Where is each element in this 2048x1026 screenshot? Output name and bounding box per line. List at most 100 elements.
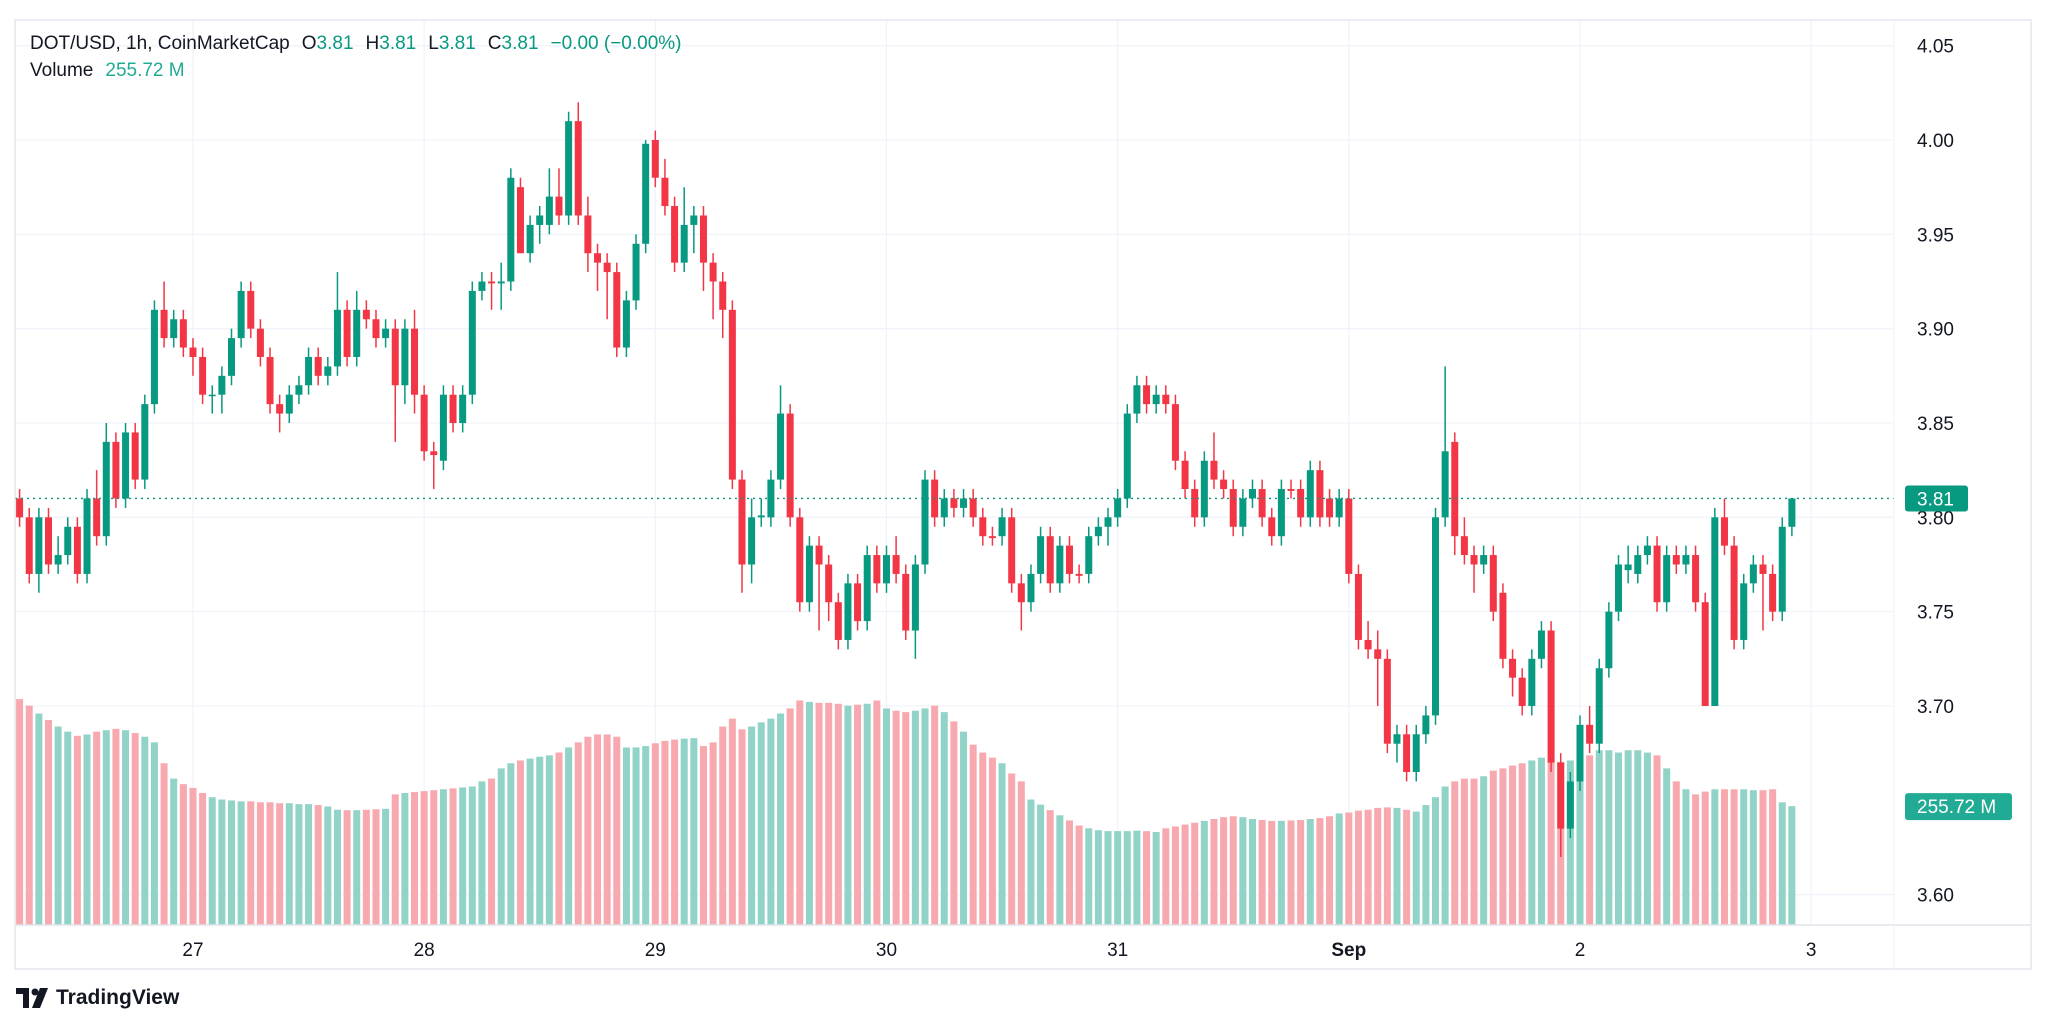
candle-body [671,206,679,263]
candle-body [228,338,236,376]
candle-body [825,564,833,603]
candle-body [1374,649,1382,659]
candle-body [1740,583,1748,640]
volume-bar [1509,765,1517,925]
price-tick-label: 3.90 [1917,320,1954,341]
volume-bar [1624,750,1632,925]
candle-body [1181,460,1189,490]
volume-bar [834,703,842,925]
volume-value: 255.72 M [105,60,185,81]
candle-body [757,515,765,518]
candle-body [343,309,351,357]
volume-bar [632,747,640,925]
candle-body [1191,489,1199,518]
volume-bar [1354,810,1362,925]
volume-bar [353,810,361,925]
candle-body [1316,470,1324,518]
volume-bar [565,747,573,925]
symbol-title[interactable]: DOT/USD, 1h, CoinMarketCap [30,33,290,54]
candle-body [613,272,621,348]
price-tick-label: 4.05 [1917,37,1954,58]
candle-body [1027,573,1035,603]
volume-bar [1345,812,1353,925]
volume-bar [1017,781,1025,925]
volume-bar [757,722,765,925]
candle-body [333,309,341,367]
volume-bar [1200,820,1208,925]
volume-bar [1258,819,1266,925]
candle-body [1528,658,1536,706]
price-tick-label: 3.95 [1917,225,1954,246]
candle-body [1566,781,1574,829]
candle-body [1171,404,1179,461]
candle-body [449,394,457,423]
candle-body [1509,658,1517,678]
volume-bar [979,752,987,925]
volume-bar [1229,816,1237,925]
candle-body [699,215,707,263]
tradingview-logo-icon [16,988,48,1008]
candle-body [1730,545,1738,640]
tradingview-logo[interactable]: TradingView [16,986,179,1010]
candle-body [1711,517,1719,706]
candle-body [141,404,149,480]
candle-body [969,498,977,518]
volume-bar [1422,805,1430,925]
candle-body [1143,385,1151,405]
candle-body [353,309,361,357]
candle-body [1701,602,1709,706]
candle-body [1383,658,1391,744]
volume-bar [555,752,563,925]
volume-bar [44,720,52,925]
candle-body [1075,573,1083,576]
price-axis[interactable]: 4.05 4.00 3.95 3.90 3.85 3.80 3.75 3.70 3.60 3.81… [1905,37,2012,907]
time-tick-label: 3 [1806,940,1817,961]
candle-body [777,413,785,480]
volume-bar [767,718,775,925]
candle-body [1586,724,1594,744]
candle-body [420,394,428,452]
volume-bar [998,763,1006,925]
volume-bar [160,763,168,925]
volume-bar [1162,828,1170,925]
time-axis[interactable]: 27 28 29 30 31 Sep 2 3 [182,940,1816,961]
volume-label[interactable]: Volume [30,60,94,81]
candle-body [160,309,168,339]
volume-bar [333,809,341,925]
candle-body [1114,498,1122,518]
candle-body [834,602,842,640]
volume-bar [1595,750,1603,925]
candle-body [1682,555,1690,565]
candle-body [565,121,573,216]
candle-body [305,356,313,386]
volume-bar [642,746,650,925]
candle-body [1229,489,1237,527]
candle-body [25,517,33,574]
volume-bar [671,739,679,925]
volume-bar [189,787,197,925]
volume-bar [536,756,544,925]
volume-bar [391,794,399,925]
candle-body [873,555,881,584]
volume-bar [1778,802,1786,925]
volume-bar [497,768,505,925]
candle-body [1123,413,1131,499]
candle-body [1008,517,1016,584]
price-tick-label: 3.75 [1917,603,1954,624]
volume-bar [1143,831,1151,925]
time-tick-label: 30 [876,940,897,961]
volume-bar [208,797,216,925]
volume-bar [1287,820,1295,925]
volume-bar [863,703,871,925]
volume-bar [83,734,91,925]
volume-bar [1518,763,1526,925]
volume-bar [748,726,756,925]
volume-bar [1046,810,1054,925]
volume-bar [285,803,293,925]
volume-bar [1749,790,1757,925]
volume-bar [1094,830,1102,925]
volume-bar [237,801,245,925]
candle-body [256,328,264,357]
candle-body [362,309,370,320]
